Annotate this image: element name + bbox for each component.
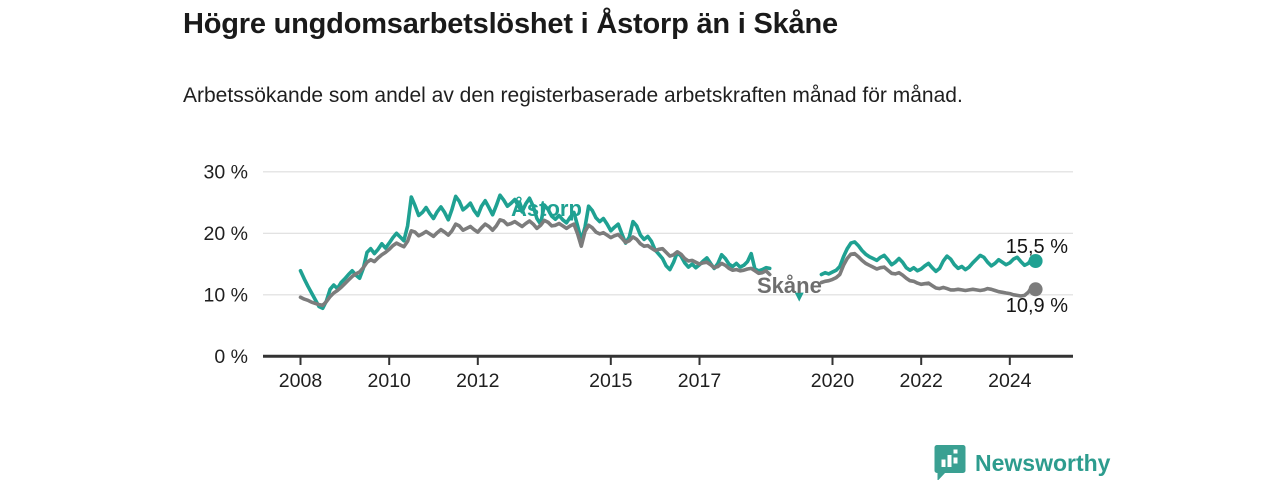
chart-title: Högre ungdomsarbetslöshet i Åstorp än i … bbox=[183, 8, 838, 40]
y-tick-label-30: 30 % bbox=[204, 161, 248, 183]
series-line bbox=[819, 251, 1038, 298]
logo-dot bbox=[953, 449, 958, 454]
series-end-dot bbox=[1028, 282, 1043, 297]
series-layer bbox=[298, 193, 1043, 311]
newsworthy-brand-text: Newsworthy bbox=[975, 450, 1111, 476]
x-tick-label-2022: 2022 bbox=[900, 370, 943, 392]
x-tick-label-2017: 2017 bbox=[678, 370, 721, 392]
x-tick-label-2010: 2010 bbox=[368, 370, 412, 392]
series-line bbox=[298, 193, 772, 311]
y-tick-label-20: 20 % bbox=[204, 223, 248, 245]
end-value-label-skane: 10,9 % bbox=[1006, 295, 1068, 317]
x-tick-label-2015: 2015 bbox=[589, 370, 633, 392]
series-skne bbox=[298, 218, 1043, 308]
series-line bbox=[819, 240, 1038, 277]
series-end-dot bbox=[1028, 254, 1043, 268]
newsworthy-logo-icon bbox=[934, 445, 966, 480]
x-tick-label-2020: 2020 bbox=[811, 370, 855, 392]
y-tick-label-0: 0 % bbox=[214, 346, 248, 368]
gridlines bbox=[263, 171, 1073, 296]
logo-bar-3 bbox=[953, 457, 958, 464]
x-tick-label-2024: 2024 bbox=[988, 370, 1032, 392]
x-tick-label-2012: 2012 bbox=[456, 370, 499, 392]
x-axis-ticks bbox=[299, 357, 1011, 365]
end-value-label-astorp: 15,5 % bbox=[1006, 236, 1068, 258]
y-axis-labels: 30 % 20 % 10 % 0 % bbox=[204, 161, 248, 367]
x-tick-label-2008: 2008 bbox=[279, 370, 322, 392]
x-axis-labels: 2008 2010 2012 2015 2017 2020 2022 2024 bbox=[279, 370, 1032, 392]
logo-bar-2 bbox=[947, 455, 952, 467]
newsworthy-brand-link[interactable]: Newsworthy bbox=[934, 444, 1110, 480]
series-label-astorp: Åstorp bbox=[511, 195, 582, 221]
series-storp bbox=[298, 193, 1043, 311]
series-label-skane: Skåne bbox=[757, 273, 822, 298]
logo-bar-1 bbox=[941, 459, 946, 467]
y-tick-label-10: 10 % bbox=[204, 284, 248, 306]
isolated-point-marker bbox=[794, 292, 804, 302]
series-line bbox=[298, 218, 772, 308]
chart-subtitle: Arbetssökande som andel av den registerb… bbox=[183, 84, 963, 107]
